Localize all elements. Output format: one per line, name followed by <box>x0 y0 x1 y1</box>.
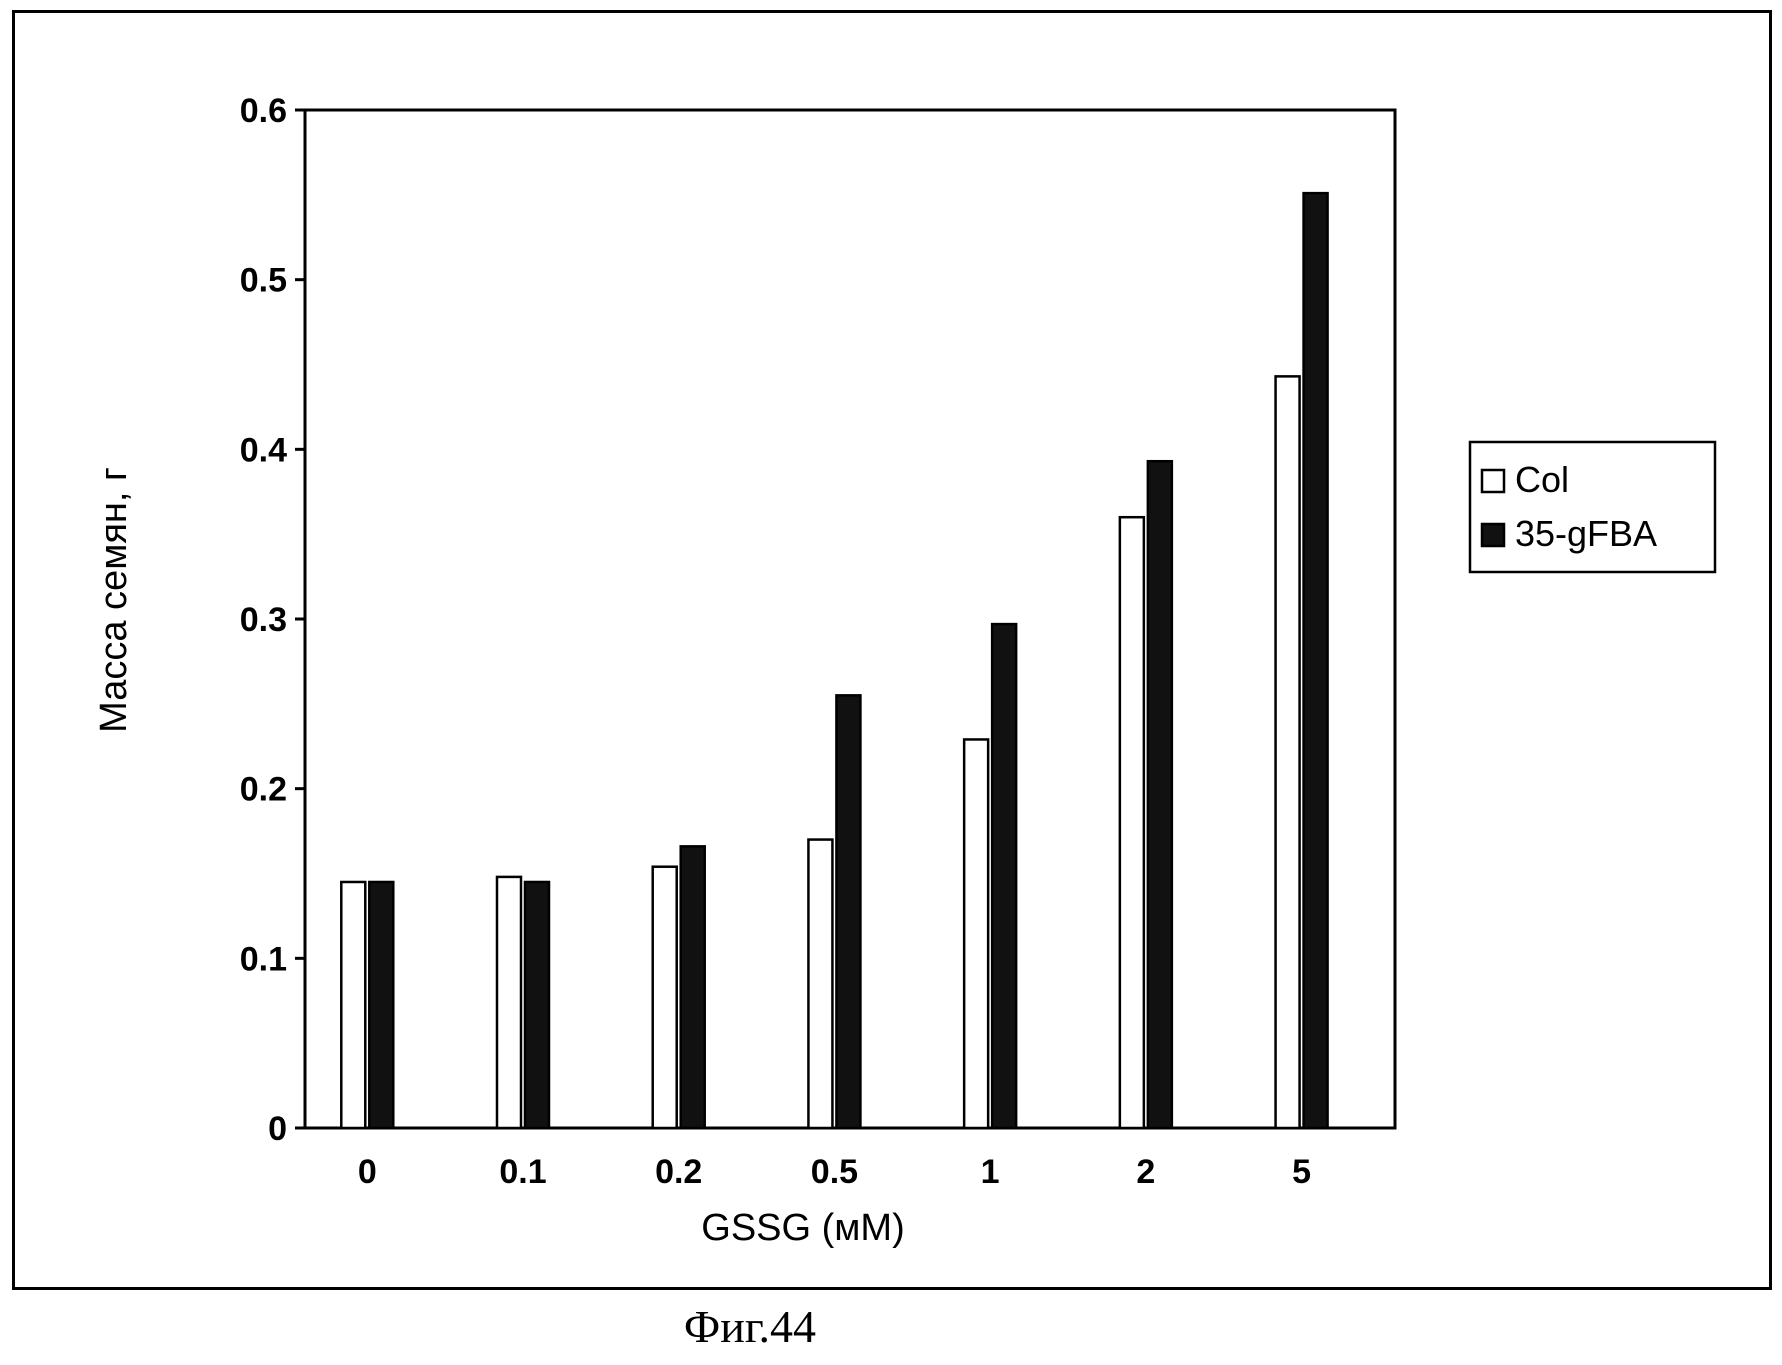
bar-35-gfba-0 <box>369 882 393 1128</box>
x-tick-label: 0.5 <box>811 1153 858 1191</box>
bar-col-0.1 <box>497 877 521 1128</box>
x-axis-title: GSSG (мМ) <box>701 1207 904 1249</box>
legend: Col 35-gFBA <box>1470 442 1715 572</box>
bar-35-gfba-0.5 <box>836 695 860 1128</box>
figure-caption: Фиг.44 <box>650 1300 850 1353</box>
bar-col-0.2 <box>653 867 677 1128</box>
bar-35-gfba-1 <box>992 624 1016 1128</box>
x-tick-label: 1 <box>981 1153 1000 1191</box>
bar-35-gfba-2 <box>1148 461 1172 1128</box>
bar-col-2 <box>1120 517 1144 1128</box>
y-tick-label: 0.5 <box>240 262 287 300</box>
y-tick-label: 0.1 <box>240 940 287 978</box>
x-tick-label: 0.2 <box>655 1153 702 1191</box>
bar-col-1 <box>964 739 988 1128</box>
y-tick-label: 0 <box>268 1110 287 1148</box>
y-tick-label: 0.6 <box>240 92 287 130</box>
bar-col-0.5 <box>808 840 832 1128</box>
x-tick-label: 0 <box>358 1153 377 1191</box>
x-tick-label: 5 <box>1292 1153 1311 1191</box>
x-tick-label: 0.1 <box>499 1153 546 1191</box>
y-tick-label: 0.3 <box>240 601 287 639</box>
x-tick-label: 2 <box>1136 1153 1155 1191</box>
bar-35-gfba-0.1 <box>525 882 549 1128</box>
y-axis-ticks: 0 0.1 0.2 0.3 0.4 0.5 0.6 <box>240 92 305 1148</box>
bar-35-gfba-0.2 <box>681 846 705 1128</box>
x-axis-ticks: 0 0.1 0.2 0.5 1 2 5 <box>358 1153 1311 1191</box>
y-tick-label: 0.4 <box>240 431 287 469</box>
bar-col-0 <box>341 882 365 1128</box>
legend-label-35-gfba: 35-gFBA <box>1515 513 1657 554</box>
legend-swatch-col <box>1482 470 1504 492</box>
legend-swatch-35-gfba <box>1482 524 1504 546</box>
bar-col-5 <box>1276 376 1300 1128</box>
bar-35-gfba-5 <box>1304 193 1328 1128</box>
y-axis-title: Масса семян, г <box>93 467 135 733</box>
bars <box>341 193 1327 1128</box>
y-tick-label: 0.2 <box>240 771 287 809</box>
legend-label-col: Col <box>1515 459 1569 500</box>
